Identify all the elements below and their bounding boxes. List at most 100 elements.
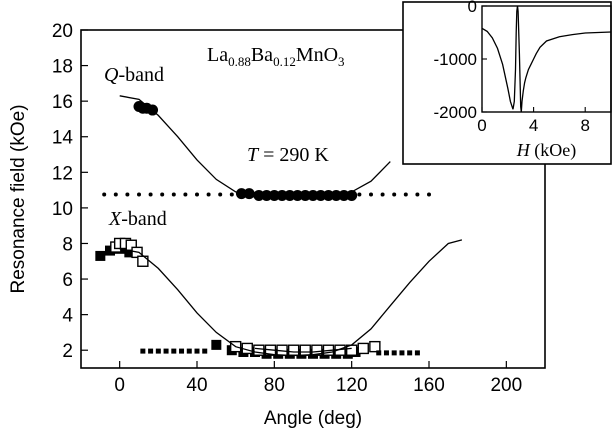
x-band-label: X-band	[108, 208, 167, 230]
formula-element: MnO	[296, 44, 338, 66]
data-point	[183, 192, 188, 197]
data-point	[113, 192, 118, 197]
data-point	[105, 245, 115, 256]
data-point	[311, 344, 323, 356]
data-point	[253, 189, 265, 201]
data-point	[299, 344, 311, 356]
data-point	[179, 348, 185, 354]
data-point	[376, 350, 382, 356]
formula-subscript: 0.12	[273, 54, 296, 69]
inset-x-axis-label: H (kOe)	[516, 140, 576, 161]
data-point	[211, 339, 222, 350]
y-tick-label: 16	[52, 92, 73, 113]
data-point	[124, 247, 135, 258]
inset-field-symbol: H	[516, 140, 531, 160]
y-tick-label: 2	[62, 341, 73, 362]
y-tick-label: 6	[62, 270, 73, 291]
q-band-letter: Q	[104, 64, 119, 86]
data-point	[148, 192, 153, 197]
main-chart: 0 40 80 120 160 200 2 4 6 8 10 12 14 16 18 20 Angle (deg…	[8, 21, 546, 429]
formula-element: Ba	[251, 44, 273, 66]
y-tick-label: 10	[52, 199, 73, 220]
data-point	[171, 348, 177, 354]
series-line	[119, 239, 463, 357]
data-point	[195, 192, 199, 197]
data-point	[140, 348, 146, 354]
series-line	[254, 347, 352, 353]
data-point	[186, 348, 192, 354]
data-point	[206, 192, 211, 197]
x-tick-label: 160	[413, 375, 445, 396]
data-point	[194, 348, 200, 354]
y-tick-label: 4	[62, 306, 73, 327]
temperature-symbol: T	[247, 144, 260, 166]
inset-y-tick-label: -1000	[434, 50, 477, 69]
x-axis-label: Angle (deg)	[264, 408, 362, 429]
x-tick-label: 0	[114, 375, 125, 396]
data-point	[391, 350, 397, 356]
compound-label: La0.88Ba0.12MnO3	[207, 44, 345, 69]
data-point	[357, 192, 362, 197]
data-point	[369, 340, 381, 353]
data-point	[137, 192, 141, 197]
data-point	[383, 350, 389, 356]
data-point	[202, 348, 208, 354]
data-point	[276, 192, 281, 197]
data-point	[287, 344, 300, 356]
data-point	[399, 350, 405, 356]
inset-field-unit: (kOe)	[530, 140, 576, 161]
data-point	[163, 348, 169, 354]
x-tick-label: 40	[186, 375, 207, 396]
data-point	[148, 348, 154, 354]
data-point	[160, 192, 165, 197]
inset-x-tick-label: 0	[477, 116, 486, 135]
inset-y-tick-label: 0	[468, 0, 477, 16]
data-point	[315, 189, 327, 201]
data-point	[253, 192, 257, 197]
data-point	[218, 192, 223, 197]
data-point	[414, 350, 420, 356]
data-point	[125, 239, 137, 251]
plot-frame	[80, 29, 546, 369]
data-point	[125, 192, 130, 197]
x-band-suffix: -band	[121, 208, 167, 230]
data-point	[392, 192, 397, 197]
data-point	[369, 192, 373, 197]
y-tick-label: 20	[52, 21, 73, 42]
y-tick-label: 14	[52, 128, 74, 149]
data-point	[345, 192, 350, 197]
q-band-label: Q-band	[104, 64, 164, 86]
x-tick-label: 120	[336, 375, 368, 396]
q-band-suffix: -band	[118, 64, 164, 86]
x-tick-label: 80	[264, 375, 285, 396]
data-point	[311, 192, 315, 197]
y-tick-label: 8	[62, 234, 73, 255]
temperature-value: = 290 K	[258, 144, 329, 166]
data-point	[243, 188, 255, 200]
formula-subscript: 3	[338, 54, 345, 69]
y-tick-label: 12	[52, 163, 73, 184]
data-point	[155, 348, 161, 354]
x-band-letter: X	[108, 208, 122, 230]
x-tick-label: 200	[490, 375, 522, 396]
data-point	[299, 192, 304, 197]
data-point	[380, 192, 385, 197]
y-axis-label: Resonance field (kOe)	[8, 104, 29, 293]
data-point	[102, 192, 107, 197]
data-point	[253, 344, 265, 356]
inset-series-line	[481, 5, 612, 113]
data-point	[229, 192, 234, 197]
temperature-label: T = 290 K	[247, 144, 329, 166]
data-point	[357, 342, 369, 355]
series-line	[119, 95, 391, 199]
data-point	[403, 192, 408, 197]
data-point	[95, 250, 106, 261]
data-point	[264, 192, 269, 197]
formula-element: La	[207, 44, 228, 66]
y-tick-label: 18	[52, 57, 73, 78]
data-point	[415, 192, 420, 197]
inset-y-tick-label: -2000	[434, 103, 477, 122]
data-point	[427, 192, 431, 197]
formula-subscript: 0.88	[228, 54, 251, 69]
